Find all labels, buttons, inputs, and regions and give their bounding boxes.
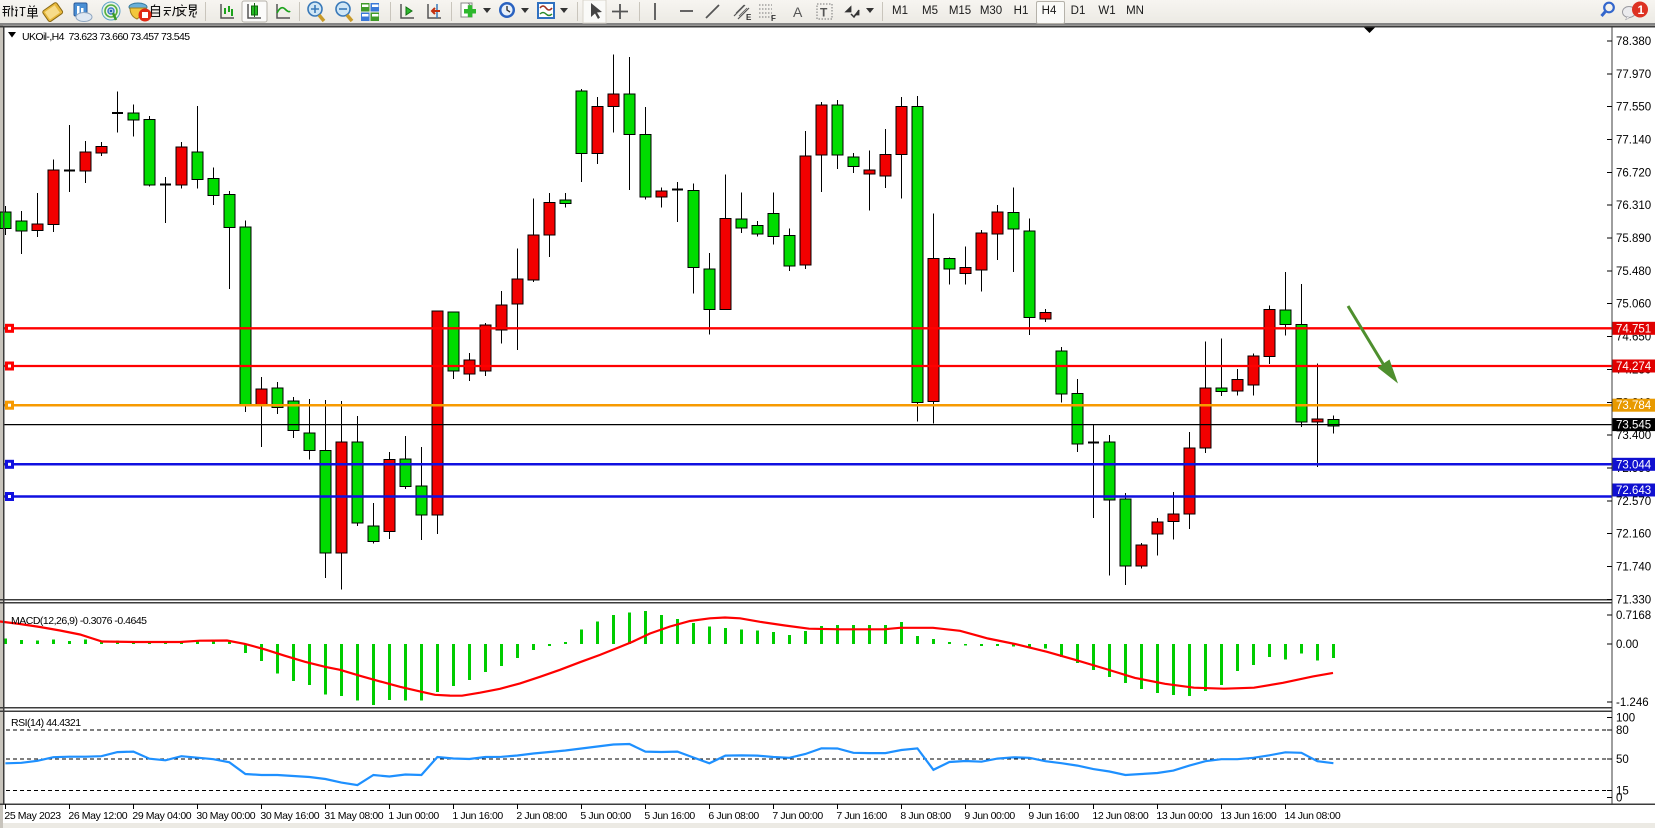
svg-text:14 Jun 08:00: 14 Jun 08:00 [1284,810,1340,822]
svg-text:13 Jun 00:00: 13 Jun 00:00 [1156,810,1212,822]
svg-text:1: 1 [1638,3,1645,17]
svg-text:73.784: 73.784 [1616,400,1652,412]
svg-text:75.890: 75.890 [1616,233,1651,245]
svg-text:12 Jun 08:00: 12 Jun 08:00 [1092,810,1148,822]
svg-text:15: 15 [1616,786,1629,798]
svg-text:0: 0 [1616,793,1622,805]
svg-text:25 May 2023: 25 May 2023 [4,810,61,822]
svg-text:29 May 04:00: 29 May 04:00 [132,810,191,822]
svg-text:E: E [746,13,752,22]
svg-text:T: T [820,6,828,20]
svg-text:5 Jun 16:00: 5 Jun 16:00 [644,810,695,822]
svg-text:71.740: 71.740 [1616,562,1651,574]
svg-text:30 May 16:00: 30 May 16:00 [260,810,319,822]
svg-text:73.545: 73.545 [1616,420,1651,432]
svg-text:100: 100 [1616,712,1635,724]
svg-text:77.550: 77.550 [1616,102,1651,114]
svg-text:1 Jun 00:00: 1 Jun 00:00 [388,810,439,822]
svg-text:75.480: 75.480 [1616,266,1651,278]
svg-text:RSI(14) 44.4321: RSI(14) 44.4321 [11,717,81,729]
svg-text:74.751: 74.751 [1616,323,1651,335]
svg-text:5 Jun 00:00: 5 Jun 00:00 [580,810,631,822]
svg-text:80: 80 [1616,725,1629,737]
svg-text:73.044: 73.044 [1616,459,1652,471]
svg-text:72.160: 72.160 [1616,529,1651,541]
svg-text:72.643: 72.643 [1616,485,1651,497]
svg-text:0.00: 0.00 [1616,639,1638,651]
svg-text:F: F [771,14,776,23]
svg-text:77.970: 77.970 [1616,69,1651,81]
svg-text:71.330: 71.330 [1616,594,1651,606]
svg-text:6 Jun 08:00: 6 Jun 08:00 [708,810,759,822]
svg-text:A: A [793,4,803,20]
svg-text:73.400: 73.400 [1616,430,1651,442]
svg-text:-1.246: -1.246 [1616,697,1649,709]
svg-text:77.140: 77.140 [1616,135,1651,147]
svg-text:9 Jun 16:00: 9 Jun 16:00 [1028,810,1079,822]
svg-text:31 May 08:00: 31 May 08:00 [324,810,383,822]
svg-text:1 Jun 16:00: 1 Jun 16:00 [452,810,503,822]
svg-text:75.060: 75.060 [1616,299,1651,311]
svg-text:50: 50 [1616,754,1629,766]
svg-text:9 Jun 00:00: 9 Jun 00:00 [964,810,1015,822]
svg-text:74.274: 74.274 [1616,361,1652,373]
svg-text:7 Jun 00:00: 7 Jun 00:00 [772,810,823,822]
svg-text:0.7168: 0.7168 [1616,610,1651,622]
svg-text:26 May 12:00: 26 May 12:00 [68,810,127,822]
svg-text:7 Jun 16:00: 7 Jun 16:00 [836,810,887,822]
svg-text:72.570: 72.570 [1616,496,1651,508]
svg-text:76.720: 76.720 [1616,167,1651,179]
svg-text:2 Jun 08:00: 2 Jun 08:00 [516,810,567,822]
svg-text:MACD(12,26,9) -0.3076 -0.4645: MACD(12,26,9) -0.3076 -0.4645 [11,615,147,627]
svg-text:UKOil-,H4 73.623 73.660 73.45: UKOil-,H4 73.623 73.660 73.457 73.545 [22,31,190,43]
svg-text:78.380: 78.380 [1616,36,1651,48]
svg-text:13 Jun 16:00: 13 Jun 16:00 [1220,810,1276,822]
svg-text:30 May 00:00: 30 May 00:00 [196,810,255,822]
svg-text:76.310: 76.310 [1616,200,1651,212]
svg-text:8 Jun 08:00: 8 Jun 08:00 [900,810,951,822]
